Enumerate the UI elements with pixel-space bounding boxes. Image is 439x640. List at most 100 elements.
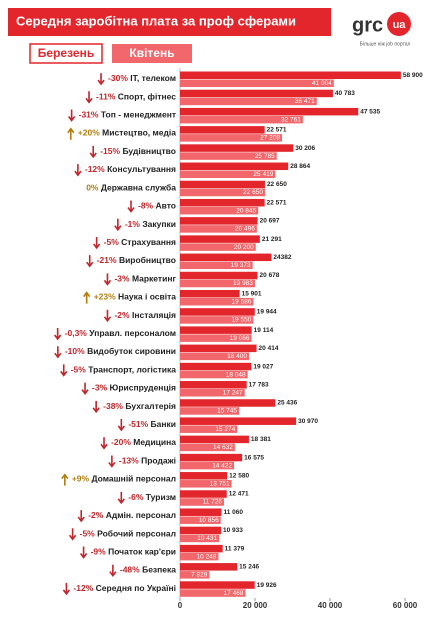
bar [180, 180, 265, 189]
arrow-down [77, 510, 85, 523]
category-row-label: -3% Юриспруденція [92, 383, 176, 393]
arrow-down [89, 145, 97, 159]
value-label: 47 535 [360, 108, 380, 115]
y-tick-label: Бухгалтерія [125, 401, 176, 411]
bar [180, 516, 221, 524]
arrow-up [67, 127, 75, 140]
category-row-label: -12% Консультування [85, 164, 176, 174]
change-label: -11% [96, 92, 116, 102]
y-tick-label: Адмін. персонал [106, 510, 176, 520]
change-label: -5% [80, 529, 96, 539]
arrow-down [100, 437, 108, 450]
value-label: 18 400 [227, 353, 247, 360]
value-label: 12 471 [229, 491, 249, 498]
y-tick-label: Виробництво [119, 255, 176, 265]
bar [180, 417, 297, 425]
bar [180, 115, 303, 124]
y-tick-label: Середня по Україні [96, 583, 176, 593]
value-label: 36 471 [295, 98, 315, 105]
category-row-label: -2% Інсталяція [114, 310, 176, 320]
change-label: -2% [88, 510, 104, 520]
category-row-label: -12% Середня по Україні [73, 583, 176, 593]
category-row-label: -0,3% Управл. персоналом [65, 328, 176, 338]
value-label: 19 373 [231, 262, 251, 269]
y-tick-label: Банки [151, 419, 176, 429]
category-row-label: -5% Робочий персонал [80, 529, 176, 539]
value-label: 19 926 [257, 582, 277, 589]
bar [180, 461, 235, 470]
value-label: 22 650 [267, 181, 287, 188]
value-label: 25 419 [253, 171, 273, 178]
bar [180, 534, 220, 543]
arrow-down [68, 528, 77, 541]
chart-title: Середня заробітна плата за проф сферами [16, 13, 296, 28]
category-row-label: -5% Транспорт, логістика [71, 365, 177, 375]
change-label: -12% [85, 164, 105, 174]
bar [180, 552, 219, 561]
arrow-down [114, 218, 122, 232]
y-tick-label: Транспорт, логістика [88, 365, 176, 375]
change-label: -1% [125, 219, 141, 229]
bar [180, 589, 246, 597]
bar [180, 253, 272, 262]
value-label: 11 060 [223, 509, 243, 516]
bar [180, 399, 276, 407]
category-row-label: +20% Мистецтво, медіа [78, 128, 176, 138]
change-label: -3% [114, 274, 130, 284]
bar [180, 563, 238, 571]
x-tick-label: 40 000 [318, 601, 343, 610]
y-tick-label: Безпека [142, 565, 176, 575]
category-row-label: -9% Початок кар'єри [91, 547, 176, 557]
category-row-label: -13% Продажі [119, 456, 176, 466]
change-label: +20% [78, 128, 100, 138]
change-label: -5% [71, 365, 87, 375]
arrow-down [79, 546, 88, 559]
arrow-down [108, 455, 116, 468]
change-label: -13% [119, 456, 139, 466]
arrow-up [61, 473, 69, 486]
value-label: 32 761 [281, 116, 301, 123]
value-label: 20 678 [260, 272, 280, 279]
category-row-label: -48% Безпека [120, 565, 176, 575]
bar [180, 443, 235, 452]
category-row-label: -10% Видобуток сировини [65, 346, 176, 356]
value-label: 15 274 [215, 426, 235, 433]
bar [180, 297, 254, 306]
value-label: 16 575 [244, 454, 264, 461]
value-label: 17 783 [249, 381, 269, 388]
value-label: 30 970 [298, 418, 318, 425]
bar [180, 480, 232, 488]
category-row-label: -1% Закупки [125, 219, 176, 229]
bar [180, 198, 265, 207]
value-label: 19 114 [254, 327, 274, 334]
bar [180, 79, 334, 87]
value-label: 15 745 [217, 408, 237, 415]
y-tick-label: Авто [156, 201, 177, 211]
value-label: 20 496 [235, 226, 255, 233]
arrow-down [74, 164, 82, 177]
y-tick-label: Початок кар'єри [108, 547, 176, 557]
category-row-label: -20% Медицина [111, 437, 176, 447]
y-tick-label: Продажі [141, 456, 176, 466]
change-label: 0% [86, 183, 99, 193]
y-tick-label: Юриспруденція [110, 383, 176, 393]
value-label: 17 468 [224, 590, 244, 597]
arrow-down [81, 382, 89, 395]
legend-label: Квітень [129, 46, 174, 60]
y-tick-label: Наука і освіта [118, 292, 176, 302]
y-tick-label: Видобуток сировини [87, 346, 176, 356]
value-label: 7 829 [191, 572, 208, 579]
bar [180, 334, 252, 342]
arrow-up [83, 291, 91, 304]
y-tick-label: IT, телеком [130, 73, 176, 83]
bar [180, 144, 294, 152]
y-tick-label: Страхування [121, 237, 176, 247]
y-tick-label: Туризм [146, 492, 176, 502]
bar [180, 407, 240, 415]
arrow-down [117, 419, 125, 432]
category-row-label: -5% Страхування [104, 237, 176, 247]
bar [180, 152, 277, 160]
bar [180, 526, 221, 535]
arrow-down [103, 273, 112, 286]
bar [180, 188, 265, 197]
